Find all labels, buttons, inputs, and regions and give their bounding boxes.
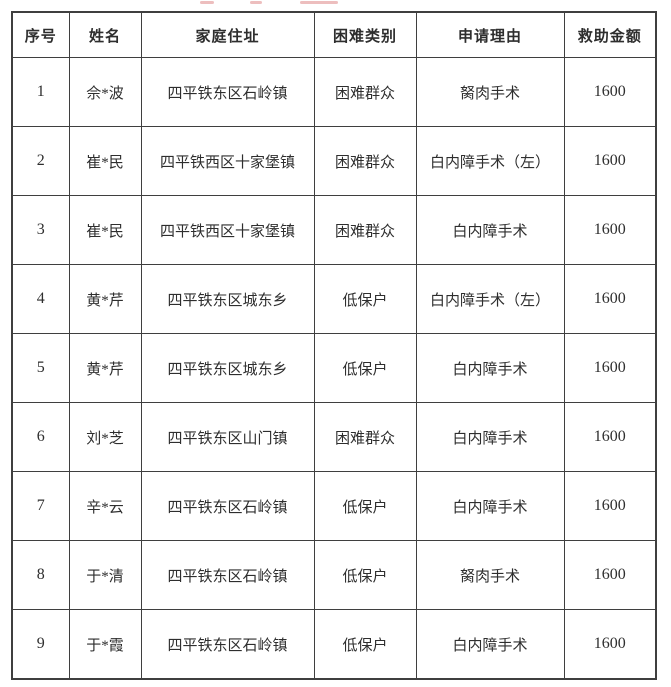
cell-category: 困难群众 xyxy=(313,126,417,196)
table-row: 2 崔*民 四平铁西区十家堡镇 困难群众 白内障手术（左） 1600 xyxy=(11,126,657,196)
cell-address: 四平铁东区城东乡 xyxy=(140,264,315,334)
cell-address: 四平铁东区石岭镇 xyxy=(140,471,315,541)
cell-name: 崔*民 xyxy=(68,126,142,196)
cell-name: 黄*芹 xyxy=(68,333,142,403)
cell-amount: 1600 xyxy=(563,333,657,403)
cell-amount: 1600 xyxy=(563,402,657,472)
cell-amount: 1600 xyxy=(563,540,657,610)
col-header-amount: 救助金额 xyxy=(563,11,657,58)
cell-serial: 3 xyxy=(11,195,70,265)
cropped-red-text-remnant xyxy=(300,1,338,4)
cell-reason: 白内障手术（左） xyxy=(415,126,565,196)
cell-serial: 8 xyxy=(11,540,70,610)
cropped-red-text-remnant xyxy=(250,1,262,4)
col-header-serial: 序号 xyxy=(11,11,70,58)
cell-category: 低保户 xyxy=(313,540,417,610)
cell-serial: 1 xyxy=(11,57,70,127)
cell-serial: 5 xyxy=(11,333,70,403)
cell-serial: 7 xyxy=(11,471,70,541)
cell-serial: 4 xyxy=(11,264,70,334)
cell-category: 低保户 xyxy=(313,471,417,541)
cell-category: 困难群众 xyxy=(313,57,417,127)
cell-category: 低保户 xyxy=(313,333,417,403)
cell-serial: 2 xyxy=(11,126,70,196)
table-row: 7 辛*云 四平铁东区石岭镇 低保户 白内障手术 1600 xyxy=(11,471,657,541)
cell-name: 于*霞 xyxy=(68,609,142,680)
table-row: 5 黄*芹 四平铁东区城东乡 低保户 白内障手术 1600 xyxy=(11,333,657,403)
cell-address: 四平铁东区山门镇 xyxy=(140,402,315,472)
col-header-reason: 申请理由 xyxy=(415,11,565,58)
header-row: 序号 姓名 家庭住址 困难类别 申请理由 救助金额 xyxy=(11,11,657,58)
cell-amount: 1600 xyxy=(563,264,657,334)
cell-category: 低保户 xyxy=(313,264,417,334)
table-row: 4 黄*芹 四平铁东区城东乡 低保户 白内障手术（左） 1600 xyxy=(11,264,657,334)
cell-reason: 胬肉手术 xyxy=(415,540,565,610)
cell-reason: 白内障手术 xyxy=(415,471,565,541)
cell-name: 辛*云 xyxy=(68,471,142,541)
table-row: 8 于*清 四平铁东区石岭镇 低保户 胬肉手术 1600 xyxy=(11,540,657,610)
cell-amount: 1600 xyxy=(563,126,657,196)
table-row: 3 崔*民 四平铁西区十家堡镇 困难群众 白内障手术 1600 xyxy=(11,195,657,265)
cell-address: 四平铁东区城东乡 xyxy=(140,333,315,403)
cell-amount: 1600 xyxy=(563,57,657,127)
cell-category: 困难群众 xyxy=(313,195,417,265)
table-row: 6 刘*芝 四平铁东区山门镇 困难群众 白内障手术 1600 xyxy=(11,402,657,472)
cell-reason: 白内障手术 xyxy=(415,195,565,265)
cell-name: 于*清 xyxy=(68,540,142,610)
cell-amount: 1600 xyxy=(563,471,657,541)
col-header-category: 困难类别 xyxy=(313,11,417,58)
cell-amount: 1600 xyxy=(563,609,657,680)
cell-serial: 9 xyxy=(11,609,70,680)
cell-category: 低保户 xyxy=(313,609,417,680)
cell-reason: 白内障手术 xyxy=(415,402,565,472)
cell-reason: 胬肉手术 xyxy=(415,57,565,127)
cell-name: 崔*民 xyxy=(68,195,142,265)
cell-amount: 1600 xyxy=(563,195,657,265)
cell-name: 黄*芹 xyxy=(68,264,142,334)
table-row: 9 于*霞 四平铁东区石岭镇 低保户 白内障手术 1600 xyxy=(11,609,657,680)
cell-address: 四平铁西区十家堡镇 xyxy=(140,195,315,265)
cell-reason: 白内障手术 xyxy=(415,333,565,403)
aid-recipients-table: 序号 姓名 家庭住址 困难类别 申请理由 救助金额 1 佘*波 四平铁东区石岭镇… xyxy=(11,11,657,680)
cell-address: 四平铁东区石岭镇 xyxy=(140,57,315,127)
cell-address: 四平铁东区石岭镇 xyxy=(140,540,315,610)
cell-address: 四平铁东区石岭镇 xyxy=(140,609,315,680)
cell-serial: 6 xyxy=(11,402,70,472)
cell-reason: 白内障手术（左） xyxy=(415,264,565,334)
cropped-red-text-remnant xyxy=(200,1,214,4)
cell-reason: 白内障手术 xyxy=(415,609,565,680)
cell-category: 困难群众 xyxy=(313,402,417,472)
cell-name: 佘*波 xyxy=(68,57,142,127)
cell-name: 刘*芝 xyxy=(68,402,142,472)
col-header-address: 家庭住址 xyxy=(140,11,315,58)
table-row: 1 佘*波 四平铁东区石岭镇 困难群众 胬肉手术 1600 xyxy=(11,57,657,127)
cell-address: 四平铁西区十家堡镇 xyxy=(140,126,315,196)
col-header-name: 姓名 xyxy=(68,11,142,58)
